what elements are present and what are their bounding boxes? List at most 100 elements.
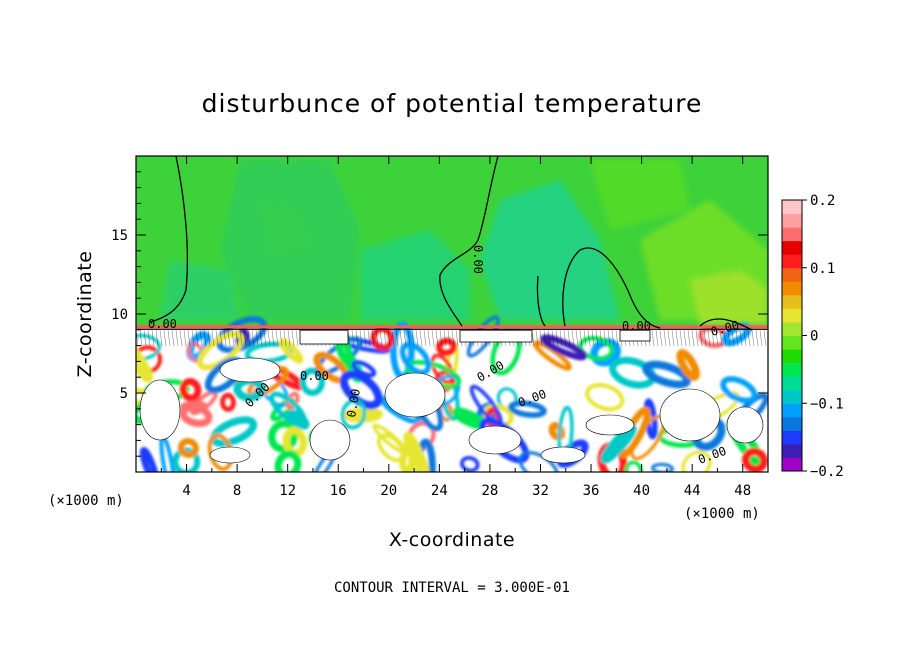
hatch-line xyxy=(363,330,367,347)
upper-shade-7 xyxy=(260,200,310,255)
hatch-line xyxy=(379,330,383,347)
upper-shade-3 xyxy=(160,260,240,320)
hatch-line xyxy=(183,330,187,347)
eddy-101 xyxy=(651,462,674,472)
eddy-87 xyxy=(136,342,154,383)
hatch-line xyxy=(611,330,615,347)
hatch-line xyxy=(555,330,559,347)
zero-contour-2 xyxy=(536,275,546,327)
hatch-line xyxy=(711,330,715,347)
hatch-line xyxy=(751,330,755,347)
eddy-19 xyxy=(179,378,202,402)
colorbar-swatch xyxy=(782,240,802,255)
hatch-line xyxy=(427,330,431,347)
interface-band xyxy=(136,325,768,329)
plot-area: 0.000.000.00 0.000.000.00 0.000.000.000.00 xyxy=(135,155,769,473)
hatch-line xyxy=(423,330,427,347)
colorbar-swatch xyxy=(782,308,802,323)
hatch-line xyxy=(451,330,455,347)
hatch-line xyxy=(359,330,363,347)
hatch-line xyxy=(251,330,255,347)
hatch-line xyxy=(395,330,399,347)
hatch-line xyxy=(607,330,611,347)
x-tick-label: 12 xyxy=(279,483,296,499)
colorbar-swatch xyxy=(782,267,802,282)
eddy-17 xyxy=(220,392,236,412)
eddy-107 xyxy=(742,447,768,472)
hatch-line xyxy=(247,330,251,347)
hatch-line xyxy=(455,330,459,347)
hatch-line xyxy=(383,330,387,347)
eddy-98 xyxy=(642,360,692,389)
hatch-line xyxy=(715,330,719,347)
hatch-line xyxy=(579,330,583,347)
hatch-line xyxy=(243,330,247,347)
eddy-57 xyxy=(578,336,615,361)
hatch-line xyxy=(371,330,375,347)
eddy-34 xyxy=(370,326,395,351)
colorbar-swatch xyxy=(782,321,802,336)
y-tick-label: 15 xyxy=(111,228,128,244)
hatch-line xyxy=(195,330,199,347)
eddy-79 xyxy=(720,376,758,404)
hatch-line xyxy=(175,330,179,347)
hatch-line xyxy=(219,330,223,347)
colorbar-swatch xyxy=(782,416,802,431)
hatch-line xyxy=(419,330,423,347)
upper-shade-2 xyxy=(480,180,620,320)
hatch-line xyxy=(295,330,299,347)
eddy-48 xyxy=(216,316,268,353)
eddy-35 xyxy=(299,367,325,396)
hatch-line xyxy=(411,330,415,347)
hatch-line xyxy=(431,330,435,347)
eddy-core-6 xyxy=(585,414,635,436)
hatch-line xyxy=(435,330,439,347)
hatch-line xyxy=(723,330,727,347)
eddy-91 xyxy=(177,438,199,458)
eddy-15 xyxy=(210,416,258,447)
hatch-line xyxy=(747,330,751,347)
eddy-99 xyxy=(376,433,406,463)
colorbar-swatch xyxy=(782,362,802,377)
hatch-line xyxy=(755,330,759,347)
colorbar-swatch xyxy=(782,457,802,472)
eddy-75 xyxy=(624,460,643,472)
colorbar-tick-label: 0.1 xyxy=(810,261,835,277)
eddy-64 xyxy=(274,450,302,472)
hatch-line xyxy=(375,330,379,347)
hatch-line xyxy=(399,330,403,347)
zero-contour-3 xyxy=(562,247,661,329)
colorbar-swatch xyxy=(782,376,802,391)
x-tick-label: 28 xyxy=(481,483,498,499)
x-tick-label: 20 xyxy=(380,483,397,499)
hatch-line xyxy=(651,330,655,347)
hatch-line xyxy=(703,330,707,347)
hatch-line xyxy=(203,330,207,347)
hatch-line xyxy=(231,330,235,347)
hatch-line xyxy=(275,330,279,347)
x-tick-label: 48 xyxy=(734,483,751,499)
hatch-line xyxy=(535,330,539,347)
hatch-line xyxy=(687,330,691,347)
hatch-line xyxy=(731,330,735,347)
contour-label: 0.00 xyxy=(471,245,485,274)
hatch-line xyxy=(575,330,579,347)
contour-label: 0.00 xyxy=(148,317,177,331)
hatch-line xyxy=(167,330,171,347)
hatch-line xyxy=(255,330,259,347)
hatch-line xyxy=(391,330,395,347)
colorbar-swatch xyxy=(782,200,802,215)
x-tick-label: 36 xyxy=(583,483,600,499)
upper-shade-5 xyxy=(690,270,768,325)
hatch-line xyxy=(543,330,547,347)
eddy-30 xyxy=(268,420,299,453)
colorbar-tick-label: 0.2 xyxy=(810,193,835,209)
hatch-line xyxy=(239,330,243,347)
contour-interval-note: CONTOUR INTERVAL = 3.000E-01 xyxy=(334,580,570,596)
eddy-109 xyxy=(676,349,700,381)
colorbar-swatch xyxy=(782,281,802,296)
eddy-52 xyxy=(460,456,480,472)
colorbar-tick-label: 0 xyxy=(810,329,818,345)
eddy-core-1 xyxy=(219,357,281,383)
